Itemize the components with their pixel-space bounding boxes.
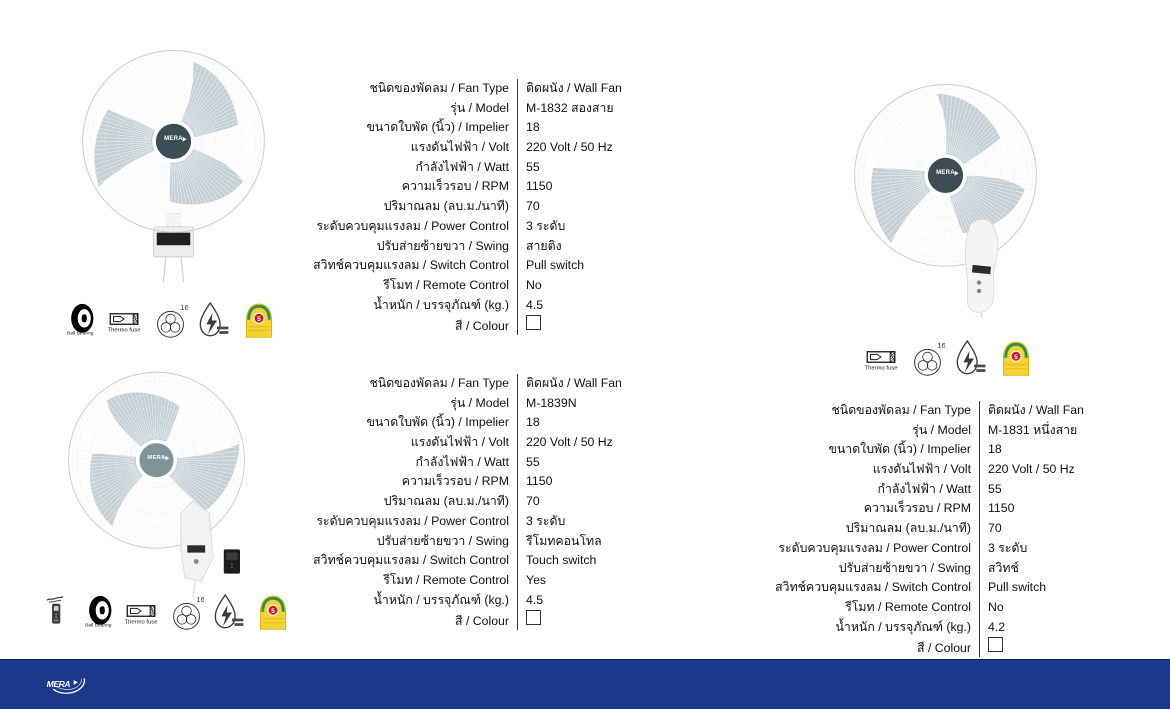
svg-text:MERA: MERA	[47, 679, 71, 689]
